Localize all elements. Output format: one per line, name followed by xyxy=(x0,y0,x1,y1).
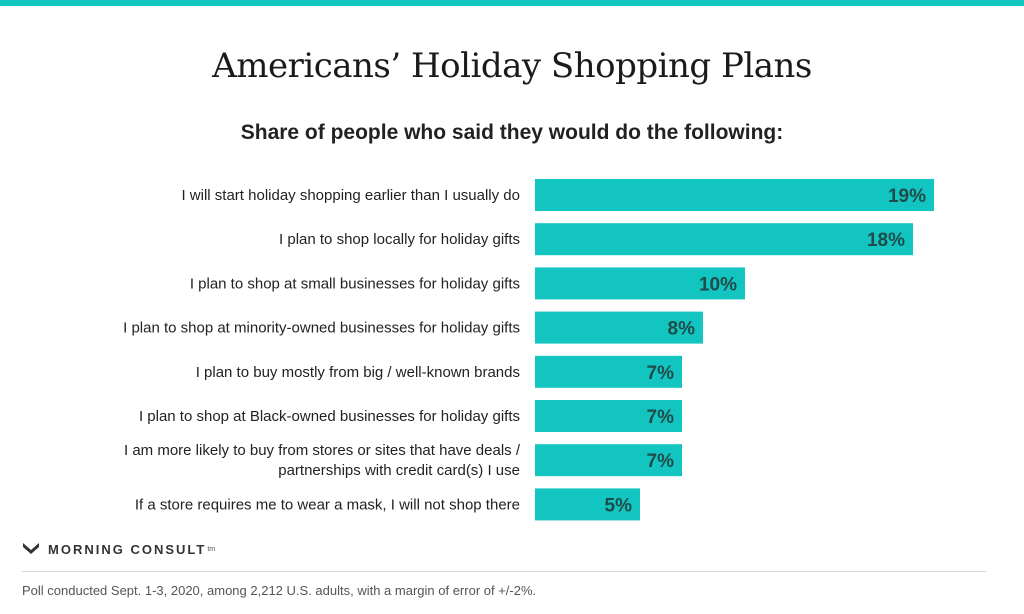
bar-7 xyxy=(535,444,682,477)
category-label-4: I plan to shop at minority-owned busines… xyxy=(123,320,520,337)
category-label-8: If a store requires me to wear a mask, I… xyxy=(135,496,520,513)
bar-value-label-6: 7% xyxy=(647,407,675,428)
bar-chart: 19% I will start holiday shopping earlier… xyxy=(123,179,934,521)
morning-consult-logo-icon xyxy=(23,543,39,554)
bar-value-label-5: 7% xyxy=(647,363,675,384)
bar-value-label-4: 8% xyxy=(668,319,696,340)
bar-value-label-2: 18% xyxy=(867,230,905,251)
top-accent-rule xyxy=(0,0,1024,6)
footer-divider xyxy=(22,571,986,572)
bar-4 xyxy=(535,311,703,344)
category-label-5: I plan to buy mostly from big / well-kno… xyxy=(196,364,520,381)
category-label-6: I plan to shop at Black-owned businesses… xyxy=(139,408,520,425)
bar-6 xyxy=(535,400,682,432)
category-label-7: I am more likely to buy from stores or s… xyxy=(124,442,521,479)
category-label-2: I plan to shop locally for holiday gifts xyxy=(279,231,520,248)
bar-2 xyxy=(535,223,913,256)
footnote: Poll conducted Sept. 1-3, 2020, among 2,… xyxy=(22,583,537,598)
bar-value-label-3: 10% xyxy=(699,274,737,295)
bar-value-label-8: 5% xyxy=(605,495,633,516)
category-label-1: I will start holiday shopping earlier th… xyxy=(181,187,520,204)
bar-1 xyxy=(535,179,934,211)
bar-8 xyxy=(535,488,640,521)
category-label-3: I plan to shop at small businesses for h… xyxy=(190,275,520,292)
morning-consult-logo: MORNING CONSULT tm xyxy=(22,541,215,557)
chart-subtitle: Share of people who said they would do t… xyxy=(240,121,784,144)
bar-value-label-1: 19% xyxy=(888,186,926,207)
bar-5 xyxy=(535,355,682,388)
bar-value-label-7: 7% xyxy=(647,451,675,472)
logo-text: MORNING CONSULT xyxy=(48,541,207,557)
bar-3 xyxy=(535,267,745,300)
chart-title: Americans’ Holiday Shopping Plans xyxy=(212,46,812,86)
logo-trademark: tm xyxy=(207,545,216,553)
